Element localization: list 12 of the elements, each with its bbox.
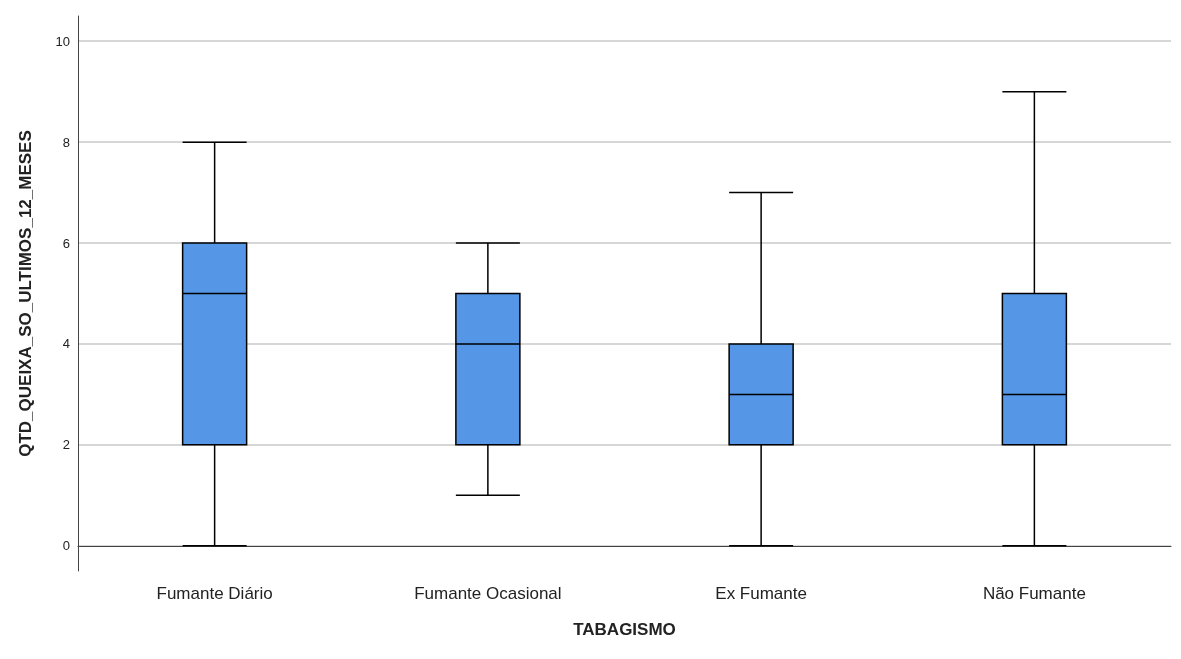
y-tick-label: 10 <box>55 33 70 49</box>
x-axis-title: TABAGISMO <box>573 620 676 639</box>
x-tick-label: Fumante Ocasional <box>414 584 562 603</box>
y-axis-title: QTD_QUEIXA_SO_ULTIMOS_12_MESES <box>16 130 35 457</box>
x-tick-label: Ex Fumante <box>715 584 807 603</box>
y-tick-label: 2 <box>62 437 70 453</box>
x-tick-label: Não Fumante <box>982 584 1086 603</box>
y-tick-label: 0 <box>62 538 70 554</box>
y-tick-label: 6 <box>62 235 70 251</box>
y-tick-label: 4 <box>62 336 70 352</box>
x-tick-label: Fumante Diário <box>156 584 273 603</box>
y-tick-label: 8 <box>62 134 70 150</box>
